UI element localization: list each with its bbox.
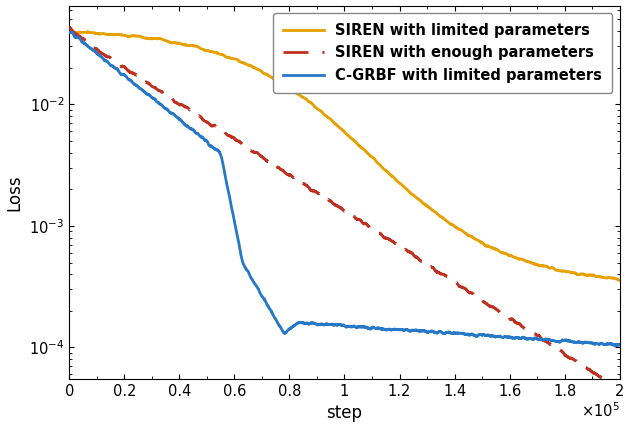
SIREN with limited parameters	[615, 278, 622, 283]
SIREN with enough parameters	[301, 181, 308, 187]
C-GRBF with limited parameters	[301, 321, 308, 326]
C-GRBF with limited parameters	[66, 30, 73, 35]
SIREN with limited parameters	[277, 80, 284, 85]
C-GRBF with limited parameters	[277, 324, 284, 330]
Y-axis label: Loss: Loss	[6, 174, 23, 211]
SIREN with limited parameters	[161, 38, 169, 43]
SIREN with limited parameters	[546, 266, 554, 271]
SIREN with enough parameters	[616, 385, 624, 390]
Legend: SIREN with limited parameters, SIREN with enough parameters, C-GRBF with limited: SIREN with limited parameters, SIREN wit…	[273, 13, 612, 93]
Text: $\times10^5$: $\times10^5$	[581, 401, 620, 420]
X-axis label: step: step	[326, 404, 362, 422]
SIREN with enough parameters	[66, 25, 73, 30]
SIREN with limited parameters	[605, 275, 613, 280]
SIREN with limited parameters	[67, 29, 75, 34]
SIREN with limited parameters	[66, 29, 73, 34]
Line: SIREN with enough parameters: SIREN with enough parameters	[69, 28, 620, 388]
C-GRBF with limited parameters	[605, 342, 613, 347]
C-GRBF with limited parameters	[546, 337, 554, 342]
SIREN with enough parameters	[277, 167, 284, 172]
SIREN with enough parameters	[161, 92, 169, 97]
C-GRBF with limited parameters	[129, 79, 136, 84]
SIREN with enough parameters	[605, 380, 613, 385]
Line: SIREN with limited parameters: SIREN with limited parameters	[69, 31, 620, 280]
SIREN with limited parameters	[616, 278, 624, 283]
SIREN with limited parameters	[301, 95, 308, 101]
C-GRBF with limited parameters	[616, 342, 624, 348]
SIREN with enough parameters	[129, 71, 136, 76]
Line: C-GRBF with limited parameters: C-GRBF with limited parameters	[69, 32, 620, 345]
C-GRBF with limited parameters	[611, 343, 619, 348]
SIREN with enough parameters	[546, 342, 554, 347]
SIREN with enough parameters	[611, 385, 619, 390]
SIREN with enough parameters	[66, 25, 74, 30]
SIREN with limited parameters	[129, 33, 136, 39]
C-GRBF with limited parameters	[161, 106, 169, 111]
C-GRBF with limited parameters	[66, 30, 73, 35]
